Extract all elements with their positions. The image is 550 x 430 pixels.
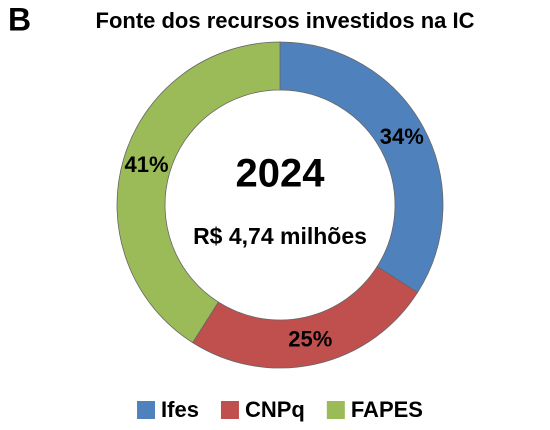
legend-label: FAPES (351, 397, 423, 422)
legend-swatch (137, 401, 156, 419)
data-label: 25% (288, 326, 332, 351)
panel-label: B (8, 1, 31, 37)
center-subtitle: R$ 4,74 milhões (193, 223, 367, 249)
donut-slice (116, 41, 281, 344)
donut-slice (192, 266, 419, 369)
data-label: 34% (380, 124, 424, 149)
donut-slice (279, 41, 444, 293)
chart-title: Fonte dos recursos investidos na IC (96, 8, 475, 33)
legend-swatch (326, 401, 345, 419)
center-title: 2024 (236, 152, 326, 196)
legend-label: Ifes (161, 397, 199, 422)
legend-swatch (220, 401, 239, 419)
data-label: 41% (124, 152, 168, 177)
legend-label: CNPq (245, 397, 305, 422)
